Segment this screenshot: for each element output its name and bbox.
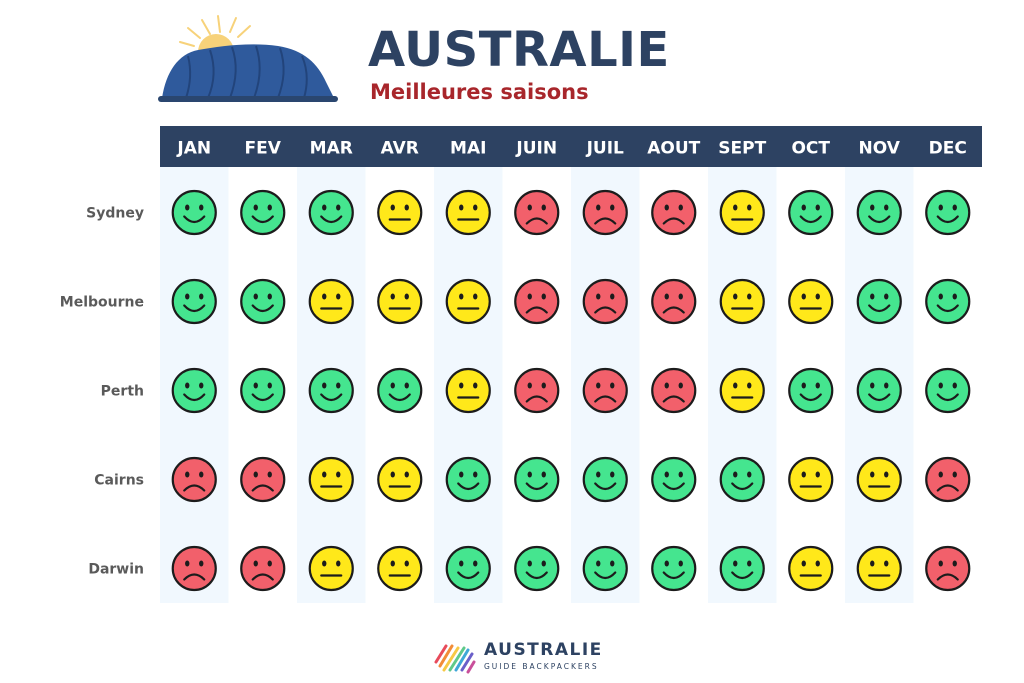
page-title: AUSTRALIE — [368, 22, 670, 78]
city-label: Cairns — [94, 473, 144, 489]
rating-face-average — [377, 545, 423, 592]
rating-face-good — [719, 456, 765, 503]
rating-face-average — [377, 278, 423, 325]
rating-face-average — [377, 189, 423, 236]
rating-face-average — [719, 367, 765, 414]
rating-face-bad — [240, 456, 286, 503]
rating-face-good — [925, 278, 971, 325]
rating-face-bad — [240, 545, 286, 592]
rating-face-average — [719, 278, 765, 325]
rating-face-good — [651, 456, 697, 503]
rating-face-good — [856, 189, 902, 236]
rating-face-bad — [514, 278, 560, 325]
rating-face-good — [582, 456, 628, 503]
rating-face-good — [925, 367, 971, 414]
rating-face-average — [788, 456, 834, 503]
month-header-bar — [160, 126, 982, 167]
rating-face-bad — [651, 189, 697, 236]
month-label: MAR — [310, 139, 353, 159]
rating-face-bad — [171, 545, 217, 592]
rating-face-good — [377, 367, 423, 414]
rating-face-bad — [582, 278, 628, 325]
rating-face-good — [856, 278, 902, 325]
city-label: Sydney — [86, 206, 144, 222]
month-label: OCT — [791, 139, 830, 159]
rating-face-good — [856, 367, 902, 414]
rating-face-bad — [925, 545, 971, 592]
city-label: Melbourne — [60, 295, 144, 311]
rating-face-good — [445, 456, 491, 503]
rating-face-average — [788, 545, 834, 592]
rating-face-good — [171, 278, 217, 325]
rating-face-bad — [514, 189, 560, 236]
rating-face-good — [651, 545, 697, 592]
rating-face-good — [171, 367, 217, 414]
uluru-illustration — [158, 15, 338, 102]
rating-face-bad — [171, 456, 217, 503]
rating-face-good — [240, 278, 286, 325]
rating-face-good — [788, 367, 834, 414]
rating-face-good — [171, 189, 217, 236]
rating-face-average — [377, 456, 423, 503]
rating-face-good — [719, 545, 765, 592]
rating-face-average — [719, 189, 765, 236]
rating-face-average — [856, 545, 902, 592]
month-label: AOUT — [647, 139, 700, 159]
rating-face-average — [308, 278, 354, 325]
city-label: Perth — [101, 384, 144, 400]
month-label: JUIL — [586, 139, 624, 159]
city-label: Darwin — [88, 562, 144, 578]
month-label: FEV — [245, 139, 282, 159]
rating-face-good — [308, 367, 354, 414]
month-label: SEPT — [718, 139, 766, 159]
rating-face-bad — [582, 367, 628, 414]
rating-face-average — [445, 278, 491, 325]
footer-brand: AUSTRALIE — [484, 640, 603, 660]
rating-face-average — [445, 367, 491, 414]
month-label: JAN — [176, 139, 211, 159]
month-label: NOV — [859, 139, 901, 159]
rating-face-bad — [582, 189, 628, 236]
footer-tagline: GUIDE BACKPACKERS — [484, 662, 599, 671]
rating-face-bad — [925, 456, 971, 503]
page-subtitle: Meilleures saisons — [370, 80, 589, 104]
month-label: DEC — [929, 139, 967, 159]
rating-face-average — [308, 545, 354, 592]
rating-face-average — [308, 456, 354, 503]
rating-face-good — [925, 189, 971, 236]
rating-face-good — [514, 456, 560, 503]
rating-face-good — [788, 189, 834, 236]
rating-face-good — [514, 545, 560, 592]
rating-face-good — [445, 545, 491, 592]
rating-face-good — [582, 545, 628, 592]
month-label: MAI — [450, 139, 486, 159]
australia-map-icon — [434, 644, 476, 674]
rating-face-bad — [651, 367, 697, 414]
rating-face-average — [445, 189, 491, 236]
rating-face-average — [856, 456, 902, 503]
rating-face-bad — [514, 367, 560, 414]
footer-logo-block: AUSTRALIE GUIDE BACKPACKERS — [428, 632, 628, 678]
rating-face-bad — [651, 278, 697, 325]
rating-face-good — [240, 367, 286, 414]
rating-face-average — [788, 278, 834, 325]
month-label: JUIN — [515, 139, 557, 159]
month-label: AVR — [381, 139, 419, 159]
rating-face-good — [240, 189, 286, 236]
rating-face-good — [308, 189, 354, 236]
